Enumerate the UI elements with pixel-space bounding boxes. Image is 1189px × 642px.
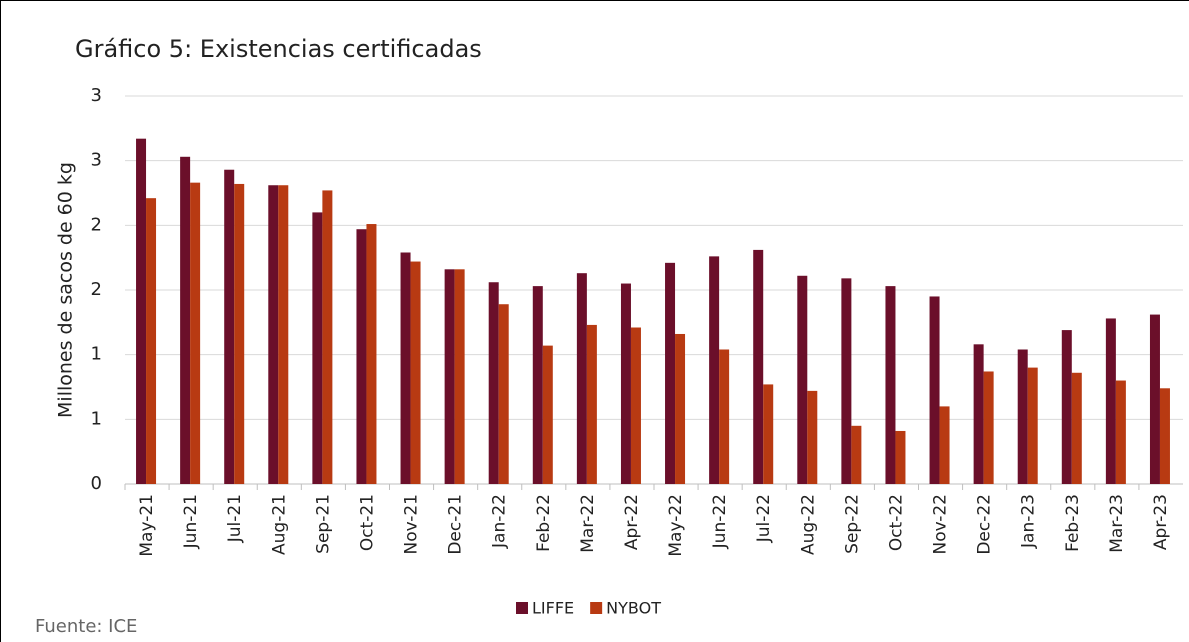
x-tick-label: Jan-23 (1019, 494, 1039, 549)
bar (444, 269, 455, 484)
bar (400, 252, 411, 484)
bar (1071, 372, 1082, 484)
bar (1159, 388, 1170, 484)
y-tick-label: 2 (91, 279, 102, 300)
x-tick-label: Sep-22 (842, 494, 862, 554)
bar (224, 169, 235, 484)
x-tick-label: Mar-23 (1107, 494, 1127, 553)
bar (763, 384, 774, 484)
bar (180, 156, 191, 484)
bar (753, 249, 764, 484)
bar (1017, 349, 1028, 484)
bar (146, 198, 157, 484)
bar (1105, 318, 1116, 484)
bar (929, 296, 940, 484)
x-tick-label: Apr-23 (1151, 494, 1171, 550)
bar (488, 282, 499, 484)
bar (1149, 314, 1160, 484)
bar (542, 345, 553, 484)
source: Fuente: ICE (35, 616, 137, 637)
bar (1115, 380, 1126, 484)
chart-title: Gráfico 5: Existencias certificadas (75, 35, 482, 63)
legend-swatch (516, 602, 528, 614)
bar (410, 261, 421, 484)
x-tick-label: Feb-22 (534, 494, 554, 552)
bar (675, 333, 686, 484)
y-tick-label: 3 (91, 150, 102, 171)
bar (1061, 330, 1072, 484)
x-tick-label: Apr-22 (622, 494, 642, 550)
bar (797, 275, 808, 484)
bar (630, 327, 641, 484)
bar (356, 229, 367, 484)
x-tick-label: Dec-21 (446, 494, 466, 555)
legend-label: NYBOT (606, 599, 661, 618)
bar (268, 185, 279, 485)
x-tick-label: Mar-22 (578, 494, 598, 553)
bar (234, 183, 245, 485)
x-tick-label: Sep-21 (313, 494, 333, 554)
bar (312, 212, 323, 484)
bar (983, 371, 994, 484)
x-tick-label: Feb-23 (1063, 494, 1083, 552)
y-axis-label: Millones de sacos de 60 kg (55, 162, 77, 418)
y-tick-label: 3 (91, 85, 102, 106)
bar (1027, 367, 1038, 484)
x-tick-label: Jan-22 (490, 494, 510, 549)
bar (851, 425, 862, 484)
bar (278, 185, 289, 485)
x-tick-label: Oct-22 (886, 494, 906, 551)
bar (665, 262, 676, 484)
bar (709, 256, 720, 484)
bar (454, 269, 465, 484)
bar (885, 286, 896, 484)
bar (322, 190, 333, 484)
bar (366, 224, 377, 485)
x-tick-label: Jun-22 (710, 494, 730, 549)
bar (532, 286, 543, 484)
legend-label: LIFFE (532, 599, 574, 618)
bar (807, 390, 818, 484)
x-tick-label: Aug-21 (269, 494, 289, 555)
y-tick-label: 0 (91, 473, 102, 494)
x-tick-label: Jun-21 (181, 494, 201, 549)
bar (190, 182, 201, 485)
x-tick-label: May-22 (666, 494, 686, 557)
bar (973, 344, 984, 484)
y-tick-label: 2 (91, 214, 102, 235)
x-tick-label: Nov-21 (402, 494, 422, 555)
x-tick-label: May-21 (137, 494, 157, 557)
legend-swatch (590, 602, 603, 614)
x-tick-label: Jul-22 (754, 494, 774, 543)
y-tick-label: 1 (91, 344, 102, 365)
bar (895, 430, 906, 484)
bar (841, 278, 852, 484)
x-tick-label: Aug-22 (798, 494, 818, 555)
bar (136, 138, 147, 484)
x-tick-label: Jul-21 (225, 494, 245, 543)
x-tick-label: Dec-22 (975, 494, 995, 555)
bar (620, 283, 631, 484)
bar (576, 273, 587, 484)
x-tick-label: Nov-22 (931, 494, 951, 555)
bar (939, 406, 950, 484)
bar (719, 349, 730, 484)
y-tick-label: 1 (91, 408, 102, 429)
bar (498, 304, 509, 484)
bar (586, 324, 597, 484)
x-tick-label: Oct-21 (357, 494, 377, 551)
